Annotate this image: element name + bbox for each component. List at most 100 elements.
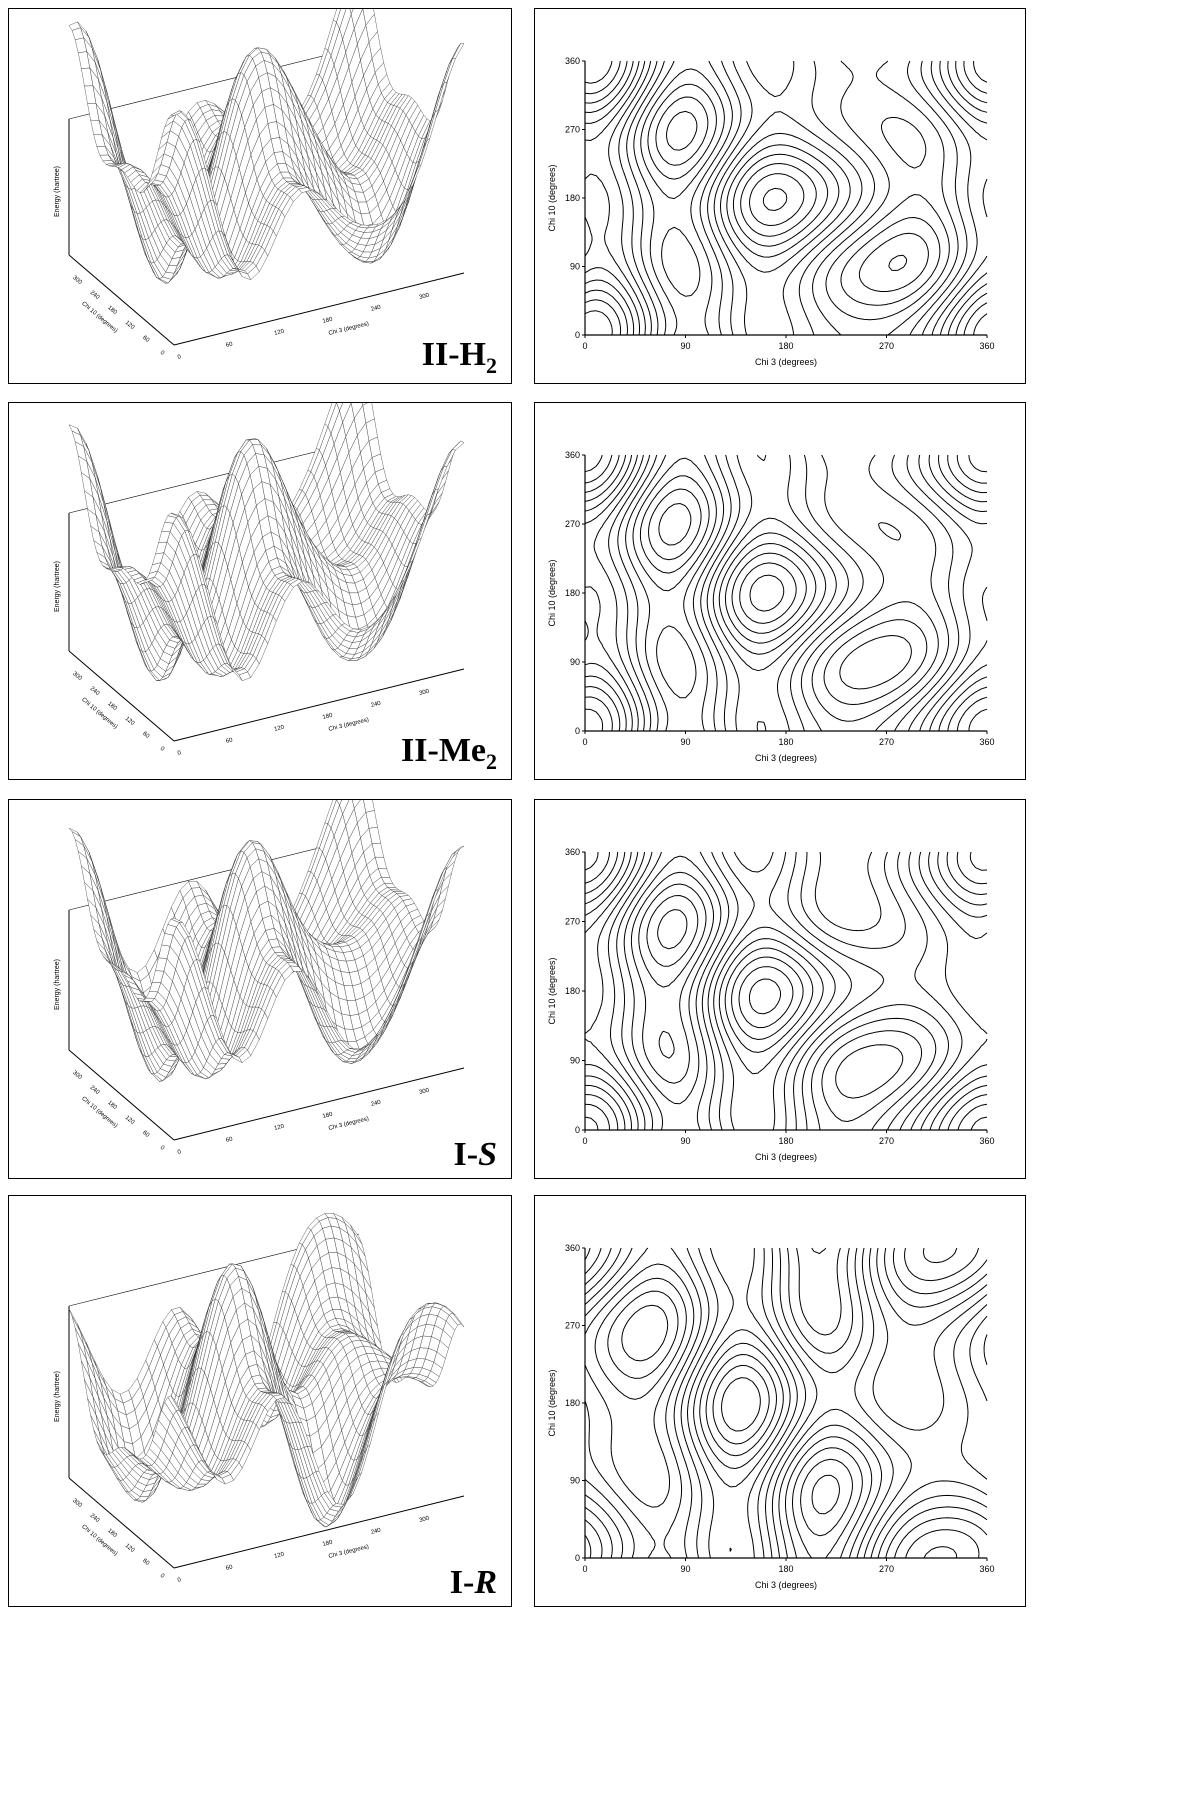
surface-y-tick-label: 300 (71, 671, 83, 682)
contour-x-tick-label: 90 (680, 1136, 690, 1146)
surface-y-tick-label: 60 (141, 731, 150, 740)
surface-y-tick-label: 300 (71, 1070, 83, 1081)
surface-z-label: Energy (hartree) (54, 561, 61, 612)
surface-y-tick-label: 300 (71, 275, 83, 286)
contour-plot: 090180270360Chi 3 (degrees)090180270360C… (535, 9, 1027, 385)
surface-x-label: Chi 3 (degrees) (328, 1116, 370, 1132)
surface-z-label: Energy (hartree) (54, 1371, 61, 1422)
contour-x-tick-label: 270 (879, 341, 894, 351)
contour-x-tick-label: 360 (979, 1564, 994, 1574)
contour-level-line (640, 476, 911, 689)
contour-y-tick-label: 90 (570, 1476, 580, 1486)
surface-y-tick-label: 300 (71, 1498, 83, 1509)
contour-y-tick-label: 270 (565, 1321, 580, 1331)
contour-y-tick-label: 360 (565, 1243, 580, 1253)
surface-x-tick-label: 60 (225, 1136, 234, 1144)
contour-lines (585, 61, 987, 335)
contour-y-tick-label: 360 (565, 847, 580, 857)
contour-y-tick-label: 180 (565, 193, 580, 203)
surface-x-label: Chi 3 (degrees) (328, 321, 370, 337)
surface-y-tick-label: 60 (141, 1130, 150, 1139)
contour-x-tick-label: 90 (680, 1564, 690, 1574)
surface-x-tick-label: 240 (370, 1528, 382, 1536)
surface-x-tick-label: 0 (177, 1149, 182, 1156)
surface-x-axis (174, 273, 464, 345)
compound-label: I-R (450, 1564, 497, 1602)
surface-x-tick-label: 60 (225, 1564, 234, 1572)
contour-plot-panel: 090180270360Chi 3 (degrees)090180270360C… (534, 8, 1026, 384)
contour-x-label: Chi 3 (degrees) (755, 357, 817, 367)
surface-x-axis (174, 1068, 464, 1140)
contour-lines (585, 852, 987, 1130)
surface-y-tick-label: 60 (141, 1558, 150, 1567)
compound-label-italic: S (478, 1136, 497, 1173)
contour-x-tick-label: 360 (979, 341, 994, 351)
compound-label-italic: R (474, 1564, 497, 1601)
contour-x-tick-label: 0 (582, 737, 587, 747)
surface-y-tick-label: 0 (159, 1145, 166, 1152)
compound-label: II-H2 (422, 336, 497, 379)
contour-y-tick-label: 360 (565, 450, 580, 460)
surface-x-tick-label: 180 (322, 1112, 334, 1120)
surface-y-tick-label: 0 (159, 350, 166, 357)
contour-y-tick-label: 180 (565, 986, 580, 996)
surface-mesh (69, 1213, 464, 1527)
contour-y-tick-label: 0 (575, 330, 580, 340)
compound-label: I-S (454, 1136, 497, 1174)
surface-plot-panel: Energy (hartree)060120180240300Chi 3 (de… (8, 799, 512, 1179)
contour-y-tick-label: 90 (570, 262, 580, 272)
contour-x-tick-label: 270 (879, 1564, 894, 1574)
surface-plot: Energy (hartree)060120180240300Chi 3 (de… (9, 403, 513, 781)
surface-y-tick-label: 240 (89, 686, 101, 697)
surface-x-tick-label: 240 (370, 1100, 382, 1108)
contour-x-tick-label: 0 (582, 1564, 587, 1574)
contour-level-line (622, 1305, 853, 1536)
surface-y-tick-label: 60 (141, 335, 150, 344)
contour-y-tick-label: 360 (565, 56, 580, 66)
compound-label-base: I- (454, 1136, 479, 1173)
contour-level-line (585, 852, 987, 1130)
contour-level-line (585, 852, 987, 1130)
surface-x-tick-label: 0 (177, 1577, 182, 1584)
surface-x-tick-label: 60 (225, 341, 234, 349)
surface-x-label: Chi 3 (degrees) (328, 1544, 370, 1560)
surface-y-tick-label: 240 (89, 1513, 101, 1524)
contour-x-tick-label: 180 (778, 737, 793, 747)
surface-plot-panel: Energy (hartree)060120180240300Chi 3 (de… (8, 402, 512, 780)
contour-x-tick-label: 360 (979, 1136, 994, 1146)
contour-y-tick-label: 0 (575, 726, 580, 736)
contour-level-line (812, 1475, 840, 1514)
contour-x-tick-label: 180 (778, 1564, 793, 1574)
surface-y-tick-label: 120 (124, 1115, 136, 1126)
contour-y-tick-label: 270 (565, 917, 580, 927)
contour-level-line (659, 504, 691, 546)
contour-x-tick-label: 90 (680, 737, 690, 747)
contour-level-line (647, 896, 698, 967)
surface-x-tick-label: 240 (370, 305, 382, 313)
surface-plot: Energy (hartree)060120180240300Chi 3 (de… (9, 1196, 513, 1608)
contour-level-line (667, 111, 697, 150)
compound-label-base: II-H (422, 336, 486, 373)
contour-plot-panel: 090180270360Chi 3 (degrees)090180270360C… (534, 402, 1026, 780)
surface-mesh (69, 9, 464, 283)
surface-plot-panel: Energy (hartree)060120180240300Chi 3 (de… (8, 1195, 512, 1607)
surface-mesh (69, 800, 464, 1081)
surface-x-tick-label: 300 (419, 689, 431, 697)
surface-x-tick-label: 0 (177, 750, 182, 757)
contour-x-label: Chi 3 (degrees) (755, 753, 817, 763)
contour-x-label: Chi 3 (degrees) (755, 1580, 817, 1590)
surface-x-tick-label: 60 (225, 737, 234, 745)
surface-y-tick-label: 240 (89, 1085, 101, 1096)
contour-y-tick-label: 0 (575, 1553, 580, 1563)
contour-x-tick-label: 270 (879, 737, 894, 747)
surface-y-tick-label: 120 (124, 716, 136, 727)
contour-level-line (641, 69, 940, 305)
surface-y-tick-label: 240 (89, 290, 101, 301)
surface-x-tick-label: 300 (419, 1516, 431, 1524)
surface-x-tick-label: 240 (370, 701, 382, 709)
contour-y-tick-label: 180 (565, 588, 580, 598)
compound-label-base: II-Me (401, 732, 486, 769)
surface-x-tick-label: 120 (274, 1124, 286, 1132)
surface-x-tick-label: 120 (274, 329, 286, 337)
surface-x-tick-label: 300 (419, 1088, 431, 1096)
